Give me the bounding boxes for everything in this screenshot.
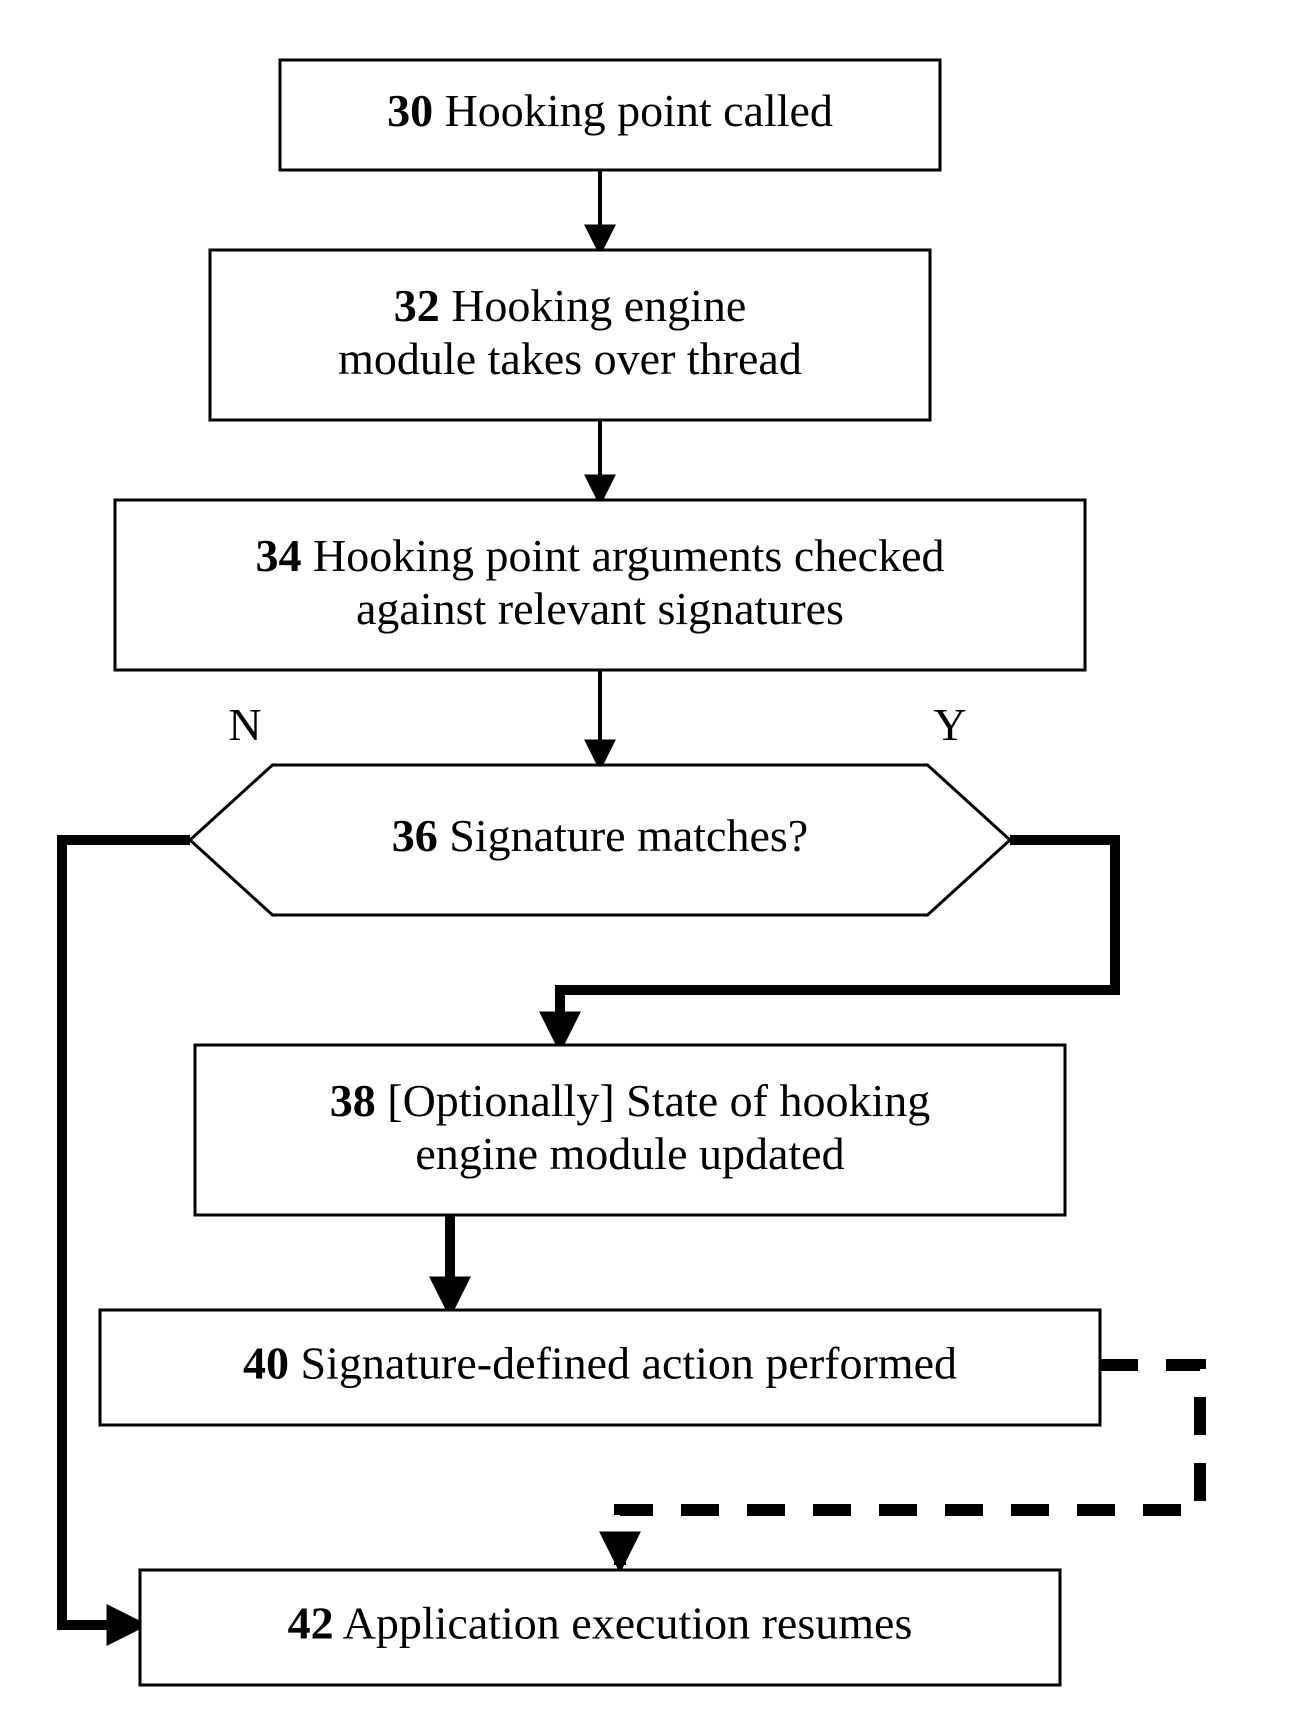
svg-text:engine module updated: engine module updated [415, 1128, 844, 1179]
svg-text:34 Hooking point arguments ch: 34 Hooking point arguments checked [255, 530, 944, 581]
node-n38: 38 [Optionally] State of hookingengine m… [195, 1045, 1065, 1215]
node-n42: 42 Application execution resumes [140, 1570, 1060, 1685]
node-n36: 36 Signature matches? [190, 765, 1010, 915]
node-n30: 30 Hooking point called [280, 60, 940, 170]
svg-text:42 Application execution resu: 42 Application execution resumes [288, 1597, 913, 1648]
edge-e36N-42 [62, 840, 190, 1625]
flowchart-canvas: 30 Hooking point called 32 Hooking engine… [0, 0, 1306, 1726]
svg-text:30 Hooking point called: 30 Hooking point called [387, 85, 833, 136]
node-n40: 40 Signature-defined action performed [100, 1310, 1100, 1425]
svg-text:36 Signature matches?: 36 Signature matches? [392, 810, 808, 861]
svg-text:32 Hooking engine: 32 Hooking engine [394, 280, 747, 331]
decision-label-yes: Y [933, 699, 966, 750]
svg-text:against relevant signatures: against relevant signatures [356, 583, 844, 634]
svg-text:38 [Optionally] State of hook: 38 [Optionally] State of hooking [330, 1075, 930, 1126]
node-n32: 32 Hooking enginemodule takes over threa… [210, 250, 930, 420]
decision-label-no: N [228, 699, 261, 750]
node-n34: 34 Hooking point arguments checkedagains… [115, 500, 1085, 670]
svg-text:40 Signature-defined action p: 40 Signature-defined action performed [243, 1337, 957, 1388]
svg-text:module takes over thread: module takes over thread [338, 333, 802, 384]
